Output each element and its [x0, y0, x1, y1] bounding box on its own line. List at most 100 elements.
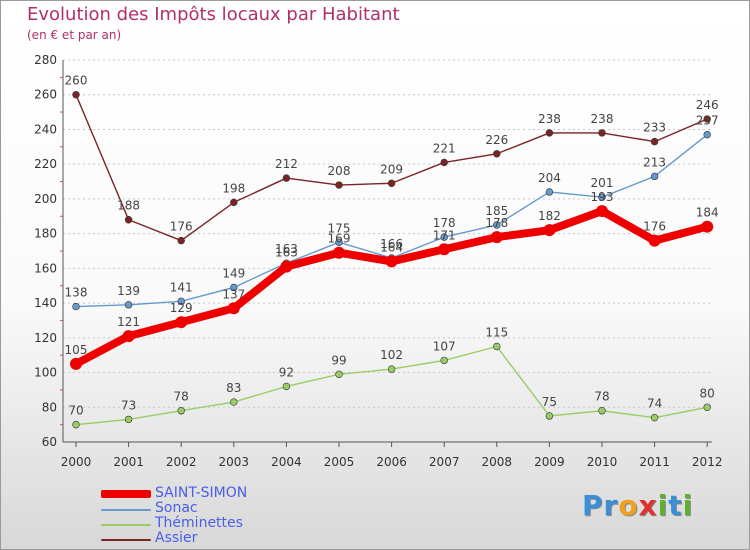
- data-point: [387, 179, 396, 187]
- data-label: 73: [121, 398, 136, 412]
- x-tick-label: 2009: [534, 455, 565, 469]
- data-label: 175: [328, 221, 351, 235]
- data-label: 238: [538, 112, 561, 126]
- y-tick-label: 180: [34, 227, 57, 241]
- x-tick-label: 2010: [587, 455, 618, 469]
- data-point: [701, 220, 714, 233]
- legend-label: Assier: [155, 530, 198, 546]
- data-point: [493, 342, 501, 351]
- data-label: 209: [380, 162, 403, 176]
- data-label: 188: [117, 199, 140, 213]
- data-label: 237: [696, 114, 719, 128]
- y-tick-label: 80: [42, 400, 57, 414]
- data-label: 208: [328, 164, 351, 178]
- data-label: 102: [380, 348, 403, 362]
- data-point: [177, 297, 185, 306]
- x-tick-label: 2012: [692, 455, 723, 469]
- data-label: 115: [485, 326, 508, 340]
- data-point: [703, 130, 711, 139]
- data-point: [493, 150, 501, 158]
- data-point: [703, 403, 711, 411]
- data-point: [335, 181, 343, 189]
- data-point: [124, 301, 133, 309]
- data-point: [122, 330, 135, 343]
- legend-label: SAINT-SIMON: [155, 485, 248, 501]
- legend-label: Sonac: [155, 500, 198, 516]
- x-tick-label: 2007: [429, 455, 460, 469]
- data-label: 204: [538, 171, 561, 185]
- data-point: [175, 316, 188, 329]
- data-label: 246: [696, 98, 719, 112]
- chart-title: Evolution des Impôts locaux par Habitant: [27, 4, 400, 25]
- data-point: [598, 193, 606, 201]
- logo-letter: t: [668, 489, 683, 522]
- data-label: 166: [380, 237, 403, 251]
- data-point: [333, 246, 345, 259]
- data-point: [124, 415, 133, 424]
- data-point: [650, 413, 659, 422]
- data-point: [703, 115, 711, 123]
- y-tick-label: 240: [34, 122, 57, 136]
- data-point: [177, 407, 185, 415]
- data-point: [650, 137, 659, 146]
- data-point: [227, 302, 240, 315]
- x-tick-label: 2004: [271, 455, 302, 469]
- data-label: 164: [380, 240, 403, 254]
- data-point: [282, 174, 291, 182]
- data-label: 184: [696, 206, 719, 220]
- data-point: [545, 129, 554, 137]
- data-label: 178: [433, 216, 456, 230]
- x-tick-label: 2000: [61, 455, 92, 469]
- data-label: 107: [433, 339, 456, 353]
- y-tick-label: 160: [34, 261, 57, 275]
- data-point: [177, 236, 185, 245]
- x-tick-label: 2011: [639, 455, 670, 469]
- data-label: 92: [279, 365, 294, 379]
- data-label: 137: [222, 287, 245, 301]
- data-point: [440, 356, 448, 365]
- data-point: [598, 407, 606, 415]
- data-label: 138: [65, 286, 88, 300]
- logo-letter: P: [582, 489, 604, 522]
- y-tick-label: 60: [42, 435, 57, 449]
- data-label: 149: [222, 266, 245, 280]
- data-point: [70, 357, 82, 370]
- data-label: 75: [542, 395, 557, 409]
- y-tick-label: 220: [34, 157, 57, 171]
- data-point: [387, 365, 396, 373]
- legend-swatch: [101, 539, 151, 541]
- legend-swatch: [101, 490, 151, 498]
- data-point: [72, 91, 80, 99]
- x-tick-label: 2001: [113, 455, 144, 469]
- y-tick-label: 100: [34, 366, 57, 380]
- y-tick-label: 280: [34, 53, 57, 67]
- data-label: 99: [331, 353, 346, 367]
- data-label: 105: [65, 343, 88, 357]
- data-point: [335, 238, 343, 247]
- data-label: 83: [226, 381, 241, 395]
- data-label: 139: [117, 284, 140, 298]
- chart-subtitle: (en € et par an): [27, 28, 122, 42]
- data-label: 260: [65, 74, 88, 88]
- x-tick-label: 2008: [482, 455, 513, 469]
- data-point: [545, 188, 554, 196]
- data-point: [230, 398, 238, 406]
- x-tick-label: 2006: [376, 455, 407, 469]
- y-tick-label: 120: [34, 331, 57, 345]
- data-point: [490, 231, 503, 244]
- y-tick-label: 200: [34, 192, 57, 206]
- data-label: 163: [275, 246, 298, 260]
- legend-swatch: [101, 509, 151, 511]
- legend-label: Théminettes: [155, 515, 243, 531]
- data-label: 78: [174, 390, 189, 404]
- data-label: 163: [275, 242, 298, 256]
- data-label: 233: [643, 121, 666, 135]
- data-label: 182: [538, 209, 561, 223]
- data-label: 78: [594, 390, 609, 404]
- data-point: [280, 260, 293, 273]
- data-point: [440, 158, 448, 167]
- data-point: [230, 283, 238, 292]
- data-label: 221: [433, 141, 456, 155]
- data-point: [124, 216, 133, 224]
